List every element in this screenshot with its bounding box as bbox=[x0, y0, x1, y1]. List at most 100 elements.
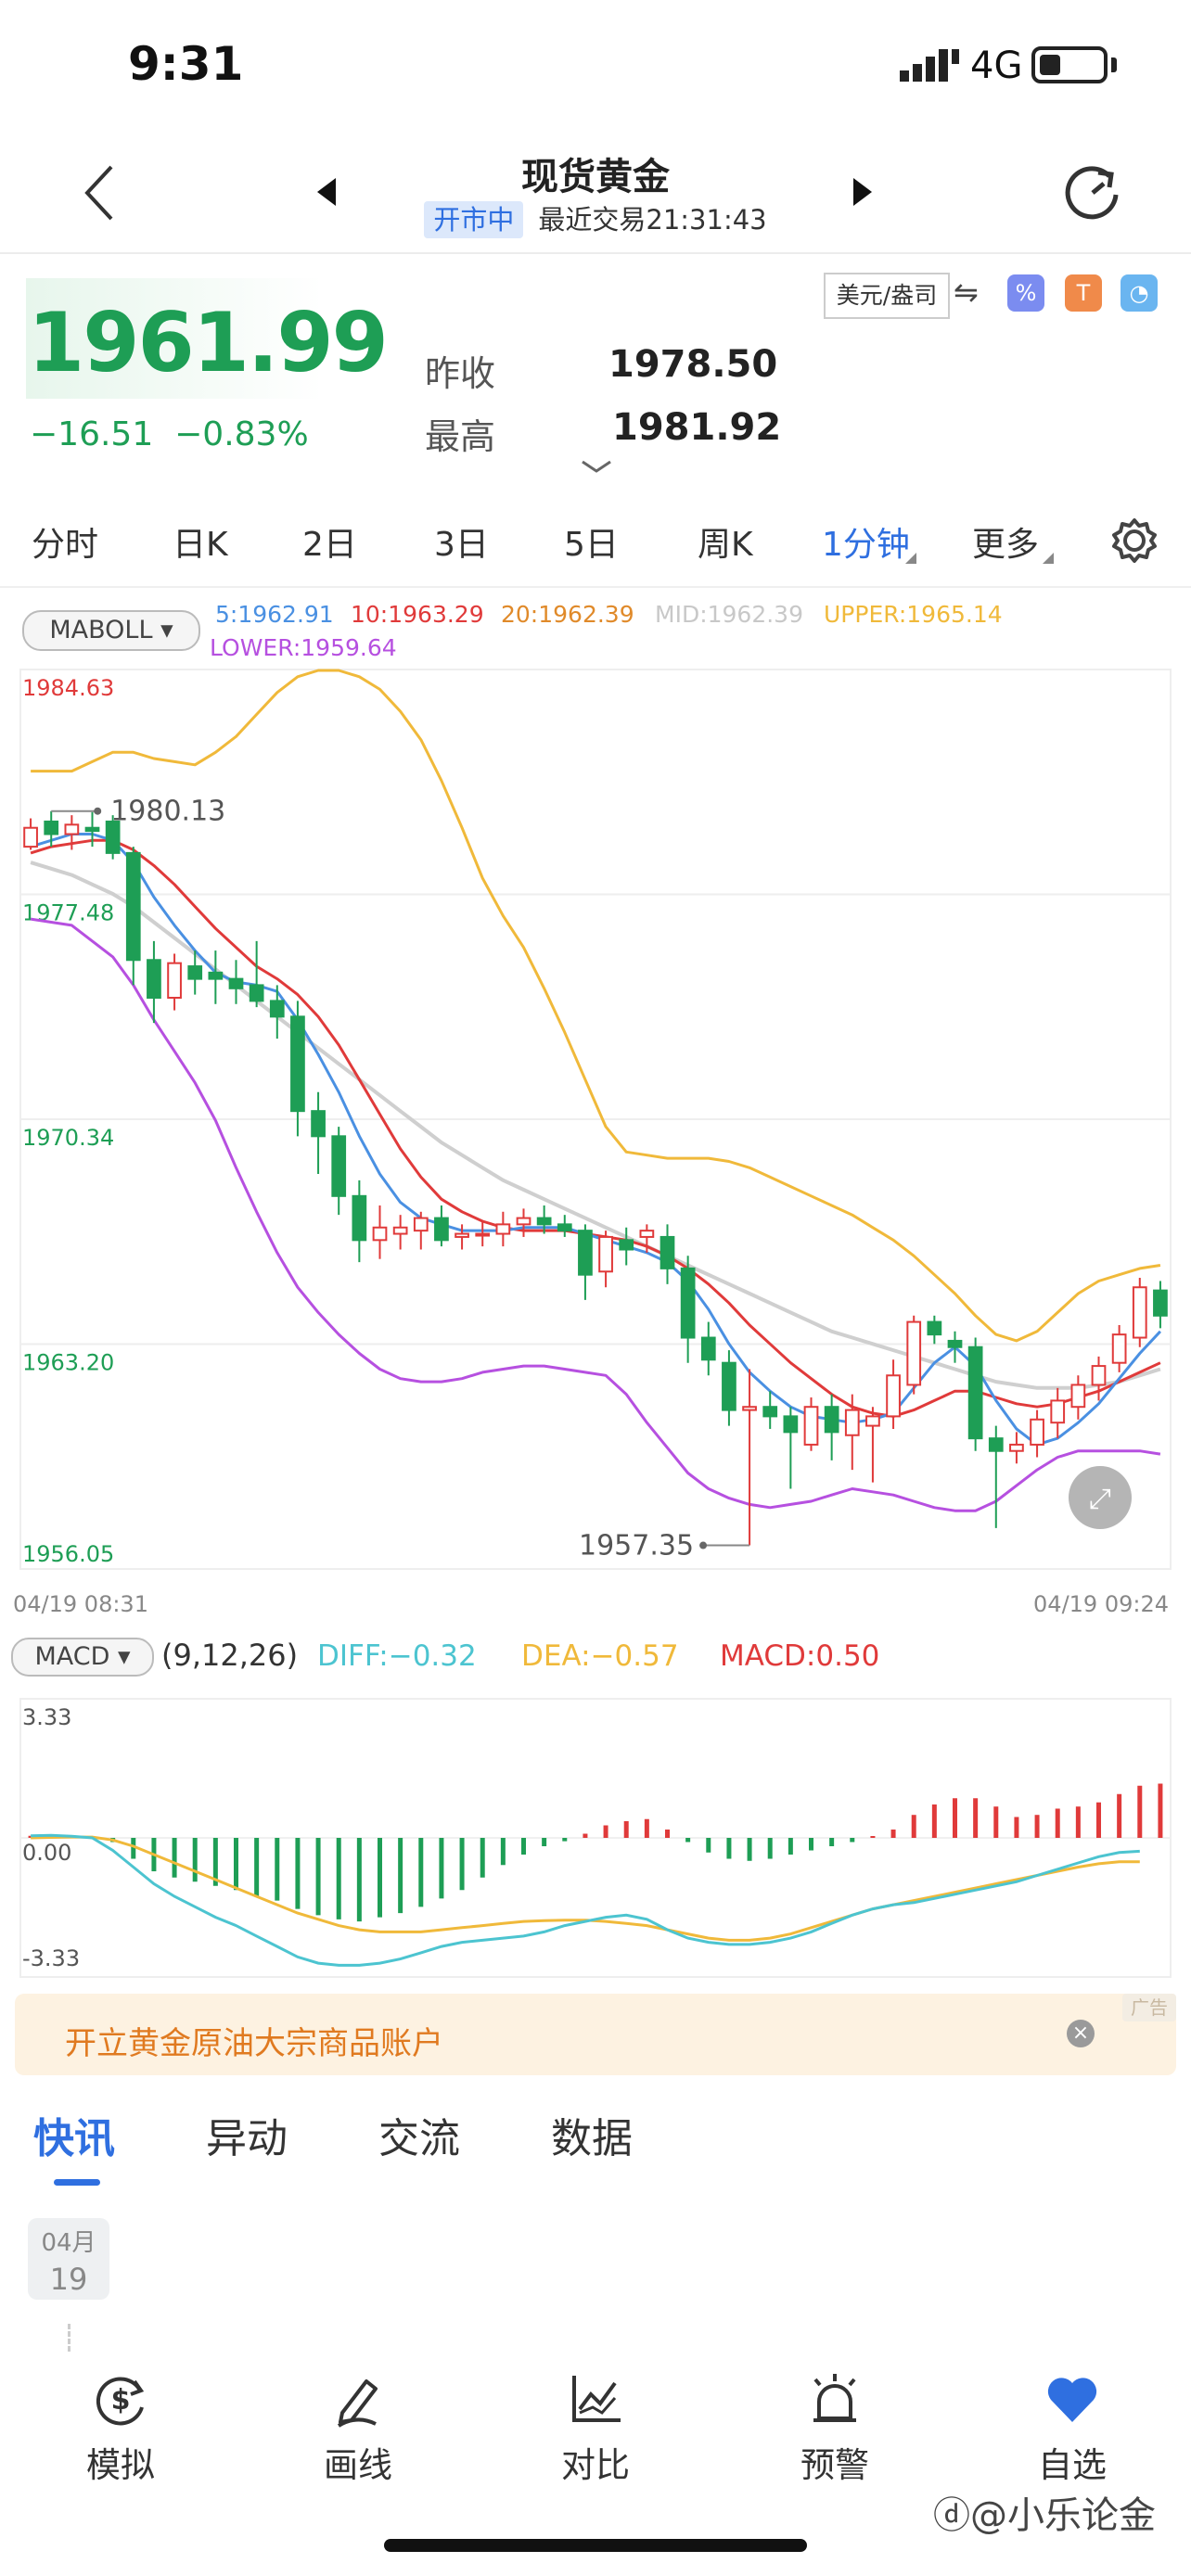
fullscreen-button[interactable] bbox=[1069, 1466, 1132, 1529]
unit-label: 美元/盎司 bbox=[824, 273, 950, 319]
dollar-cycle-icon: $ bbox=[96, 2377, 145, 2426]
news-date: 04月 19 bbox=[28, 2218, 109, 2300]
tab-week-k[interactable]: 周K bbox=[698, 526, 753, 564]
page-title: 现货黄金 bbox=[521, 156, 670, 198]
switch-unit-icon[interactable]: ⇋ bbox=[954, 274, 979, 310]
candle bbox=[64, 823, 80, 835]
pie-tool-icon[interactable]: ◔ bbox=[1121, 274, 1158, 312]
news-tab-flash[interactable]: 快讯 bbox=[33, 2115, 115, 2162]
candle bbox=[495, 1223, 511, 1235]
candle bbox=[392, 1226, 408, 1235]
candle bbox=[475, 1232, 491, 1237]
upper-value: UPPER:1965.14 bbox=[824, 601, 1003, 628]
ad-banner[interactable] bbox=[15, 1994, 1176, 2075]
nav-alert[interactable]: 预警 bbox=[761, 2370, 909, 2487]
home-indicator[interactable] bbox=[384, 2539, 807, 2552]
candle bbox=[762, 1406, 778, 1418]
nav-simulate[interactable]: $ 模拟 bbox=[46, 2370, 195, 2487]
percent-tool-icon[interactable]: % bbox=[1007, 274, 1044, 312]
tab-2day[interactable]: 2日 bbox=[302, 526, 357, 564]
candle bbox=[372, 1226, 388, 1242]
refresh-icon[interactable] bbox=[1063, 163, 1122, 223]
signal-icon bbox=[900, 49, 959, 82]
candle bbox=[311, 1110, 326, 1138]
candle bbox=[44, 820, 59, 835]
candle bbox=[290, 1015, 305, 1113]
nav-compare[interactable]: 对比 bbox=[521, 2370, 670, 2487]
chart-compare-icon bbox=[572, 2376, 621, 2422]
macd-y-tick: 0.00 bbox=[22, 1840, 71, 1866]
tab-fenshi[interactable]: 分时 bbox=[32, 526, 99, 564]
fullscreen-icon: ⤢ bbox=[1089, 1483, 1111, 1515]
nav-draw[interactable]: 画线 bbox=[284, 2370, 432, 2487]
next-symbol-icon[interactable] bbox=[852, 178, 874, 206]
prev-close-label: 昨收 bbox=[425, 353, 496, 394]
ma5-value: 5:1962.91 bbox=[215, 601, 334, 628]
min-dot bbox=[699, 1541, 708, 1549]
macd-chart[interactable]: 3.33 0.00 -3.33 bbox=[0, 1697, 1191, 1984]
settings-icon[interactable] bbox=[1111, 517, 1158, 564]
candle bbox=[413, 1217, 429, 1232]
battery-icon bbox=[1031, 46, 1108, 83]
candle bbox=[680, 1267, 696, 1339]
candle bbox=[352, 1194, 367, 1242]
ad-text[interactable]: 开立黄金原油大宗商品账户 bbox=[65, 2025, 443, 2062]
candle bbox=[886, 1374, 901, 1418]
y-tick-label: 1963.20 bbox=[22, 1350, 114, 1376]
alarm-icon bbox=[813, 2374, 856, 2422]
candle bbox=[1153, 1289, 1168, 1317]
diff-line bbox=[31, 1833, 1140, 1967]
tab-1min[interactable]: 1分钟 bbox=[822, 526, 910, 564]
candle bbox=[947, 1339, 963, 1348]
tab-more[interactable]: 更多 bbox=[972, 526, 1040, 564]
news-tab-data[interactable]: 数据 bbox=[551, 2115, 633, 2162]
candle bbox=[84, 826, 100, 833]
price-change: −16.51 −0.83% bbox=[30, 415, 309, 453]
y-tick-label: 1984.63 bbox=[22, 675, 114, 701]
pen-icon bbox=[337, 2379, 378, 2428]
candle bbox=[988, 1437, 1004, 1452]
news-tab-indicator bbox=[54, 2179, 100, 2186]
high-value: 1981.92 bbox=[612, 406, 782, 449]
news-tab-discussion[interactable]: 交流 bbox=[378, 2115, 460, 2162]
ma5-line bbox=[30, 833, 1161, 1447]
tab-5day[interactable]: 5日 bbox=[564, 526, 619, 564]
candle bbox=[1091, 1365, 1107, 1386]
candle bbox=[844, 1409, 860, 1436]
max-dot bbox=[94, 807, 102, 815]
macd-value: MACD:0.50 bbox=[720, 1639, 880, 1673]
candle bbox=[249, 984, 264, 1002]
macd-params: (9,12,26) bbox=[161, 1638, 299, 1673]
candlestick-chart[interactable]: 1984.63 1977.48 1970.34 1963.20 1956.05 1980.… bbox=[0, 649, 1191, 1632]
x-start-label: 04/19 08:31 bbox=[13, 1591, 148, 1617]
ad-close-icon[interactable]: × bbox=[1067, 2020, 1095, 2047]
macd-dea: DEA:−0.57 bbox=[521, 1639, 679, 1673]
macd-select[interactable]: MACD ▾ bbox=[11, 1638, 154, 1677]
y-tick-label: 1956.05 bbox=[22, 1541, 114, 1567]
prev-symbol-icon[interactable] bbox=[315, 178, 338, 206]
open-badge: 开市中 bbox=[424, 201, 524, 238]
candle bbox=[927, 1320, 942, 1336]
candle bbox=[269, 1000, 285, 1018]
candle bbox=[1009, 1443, 1024, 1452]
back-icon[interactable] bbox=[82, 163, 119, 223]
indicator-select[interactable]: MABOLL ▾ bbox=[22, 610, 200, 651]
candle bbox=[167, 962, 182, 999]
mid-value: MID:1962.39 bbox=[655, 601, 803, 628]
tab-day-k[interactable]: 日K bbox=[173, 526, 228, 564]
status-time: 9:31 bbox=[128, 37, 244, 91]
expand-quote-icon[interactable] bbox=[581, 458, 612, 475]
candle bbox=[660, 1235, 675, 1269]
last-trade-time: 最近交易21:31:43 bbox=[538, 204, 767, 236]
news-tab-movement[interactable]: 异动 bbox=[206, 2115, 288, 2162]
candle bbox=[208, 971, 224, 980]
nav-watchlist[interactable]: 自选 bbox=[998, 2370, 1146, 2487]
macd-y-tick: -3.33 bbox=[22, 1945, 80, 1971]
lower-value: LOWER:1959.64 bbox=[210, 634, 397, 661]
macd-diff: DIFF:−0.32 bbox=[317, 1639, 477, 1673]
candle bbox=[742, 1406, 757, 1411]
tower-tool-icon[interactable]: T bbox=[1065, 274, 1102, 312]
network-type: 4G bbox=[970, 45, 1023, 87]
candle bbox=[639, 1230, 655, 1238]
tab-3day[interactable]: 3日 bbox=[434, 526, 489, 564]
